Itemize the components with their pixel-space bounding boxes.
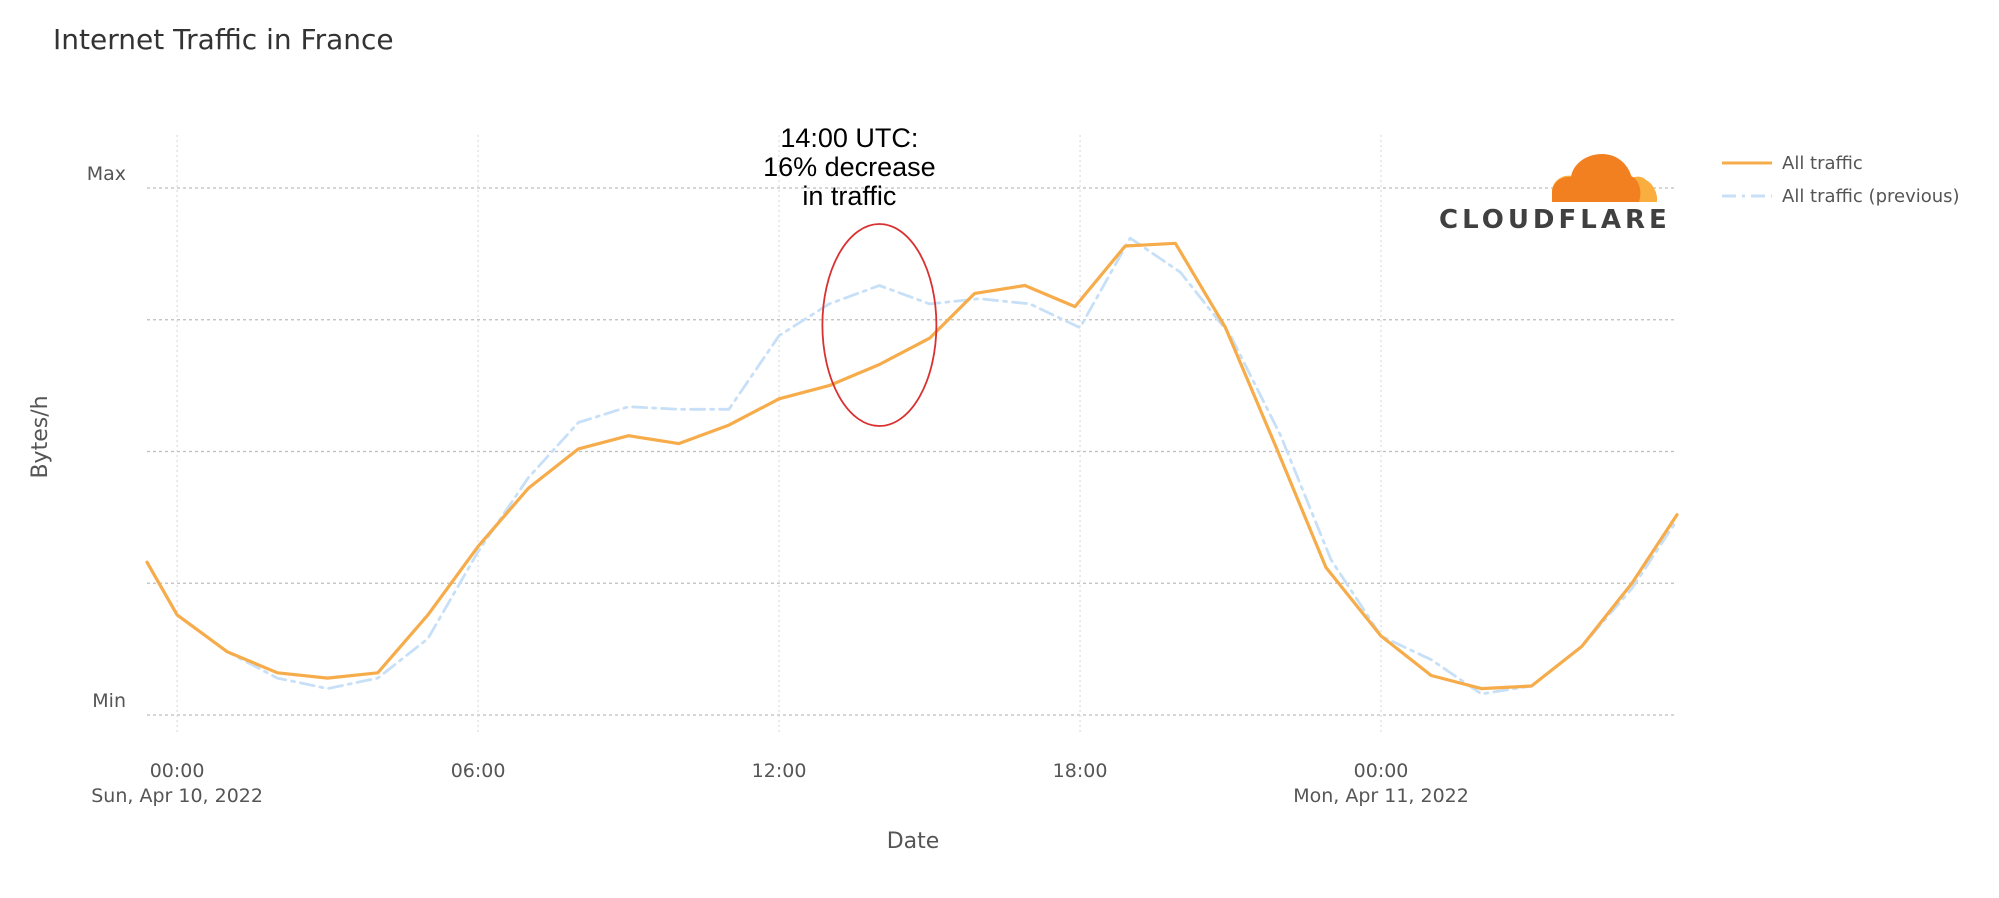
logo-wordmark: CLOUDFLARE <box>1439 205 1671 235</box>
y-tick-label: Max <box>87 163 126 185</box>
annotation-text: 16% decrease <box>763 152 936 182</box>
x-tick-label: 06:00 <box>451 760 506 782</box>
annotation-text: 14:00 UTC: <box>780 123 918 153</box>
axis-ticks: 00:00 Sun, Apr 10, 2022 06:00 12:00 18:00 00:… <box>87 163 1469 807</box>
x-tick-label: 12:00 <box>752 760 807 782</box>
y-tick-label: Min <box>92 690 126 712</box>
x-tick-label: 00:00 <box>150 760 205 782</box>
annotation-ellipse <box>821 223 938 427</box>
grid <box>147 135 1677 735</box>
x-tick-date-label: Mon, Apr 11, 2022 <box>1293 785 1469 807</box>
annotation-text: in traffic <box>802 181 896 211</box>
series-line-all-traffic <box>145 241 1679 691</box>
y-axis-title: Bytes/h <box>28 395 53 478</box>
legend-label: All traffic <box>1782 153 1863 174</box>
legend: All traffic All traffic (previous) <box>1722 153 1960 207</box>
x-tick-label: 18:00 <box>1053 760 1108 782</box>
x-axis-title: Date <box>887 829 940 854</box>
x-tick-label: 00:00 <box>1354 760 1409 782</box>
cloud-icon <box>1552 154 1657 202</box>
chart-title: Internet Traffic in France <box>53 23 394 56</box>
legend-label: All traffic (previous) <box>1782 186 1960 207</box>
cloudflare-logo: CLOUDFLARE <box>1439 154 1671 235</box>
series-line-all-traffic-previous <box>145 236 1679 696</box>
series-layer <box>145 236 1679 696</box>
x-tick-date-label: Sun, Apr 10, 2022 <box>91 785 263 807</box>
